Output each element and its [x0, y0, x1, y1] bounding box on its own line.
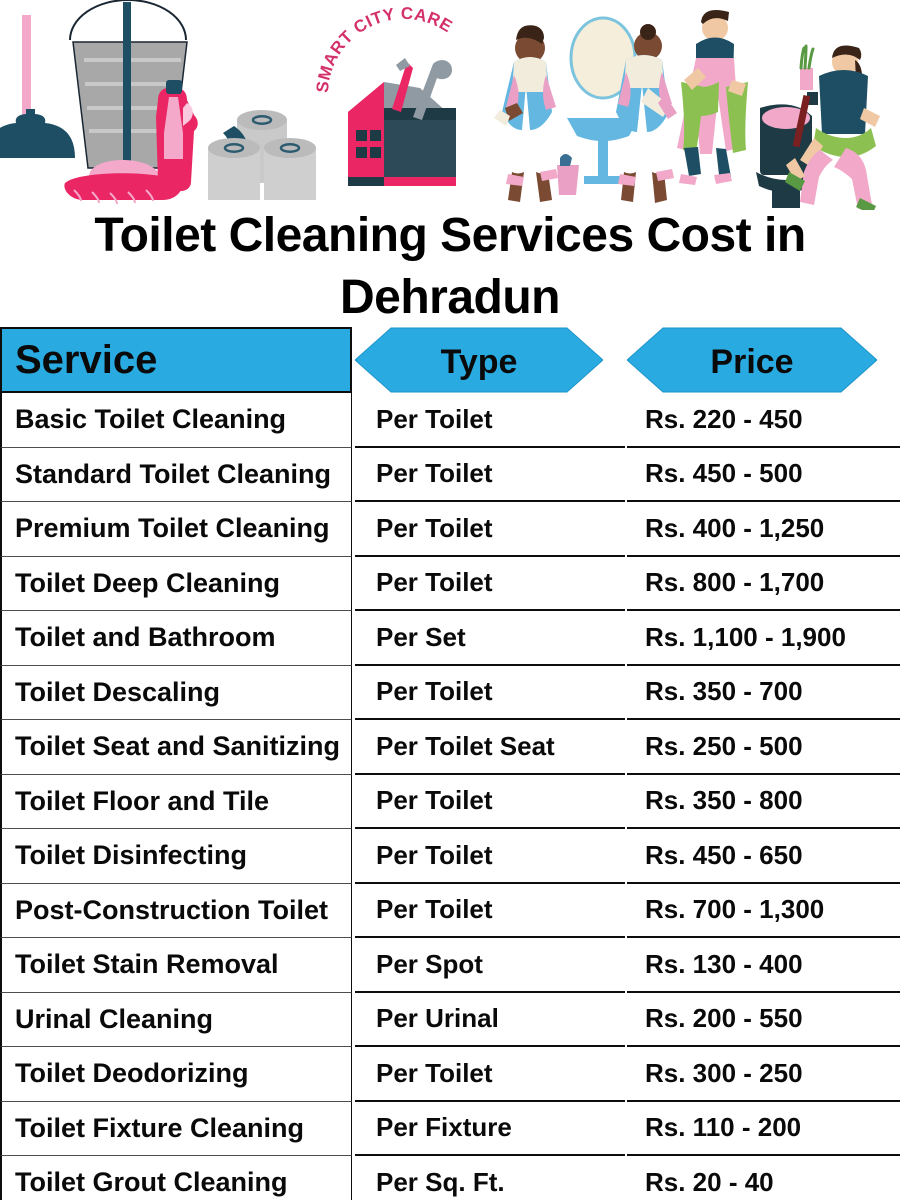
- svg-text:Price: Price: [710, 343, 793, 381]
- svg-text:Type: Type: [441, 343, 518, 381]
